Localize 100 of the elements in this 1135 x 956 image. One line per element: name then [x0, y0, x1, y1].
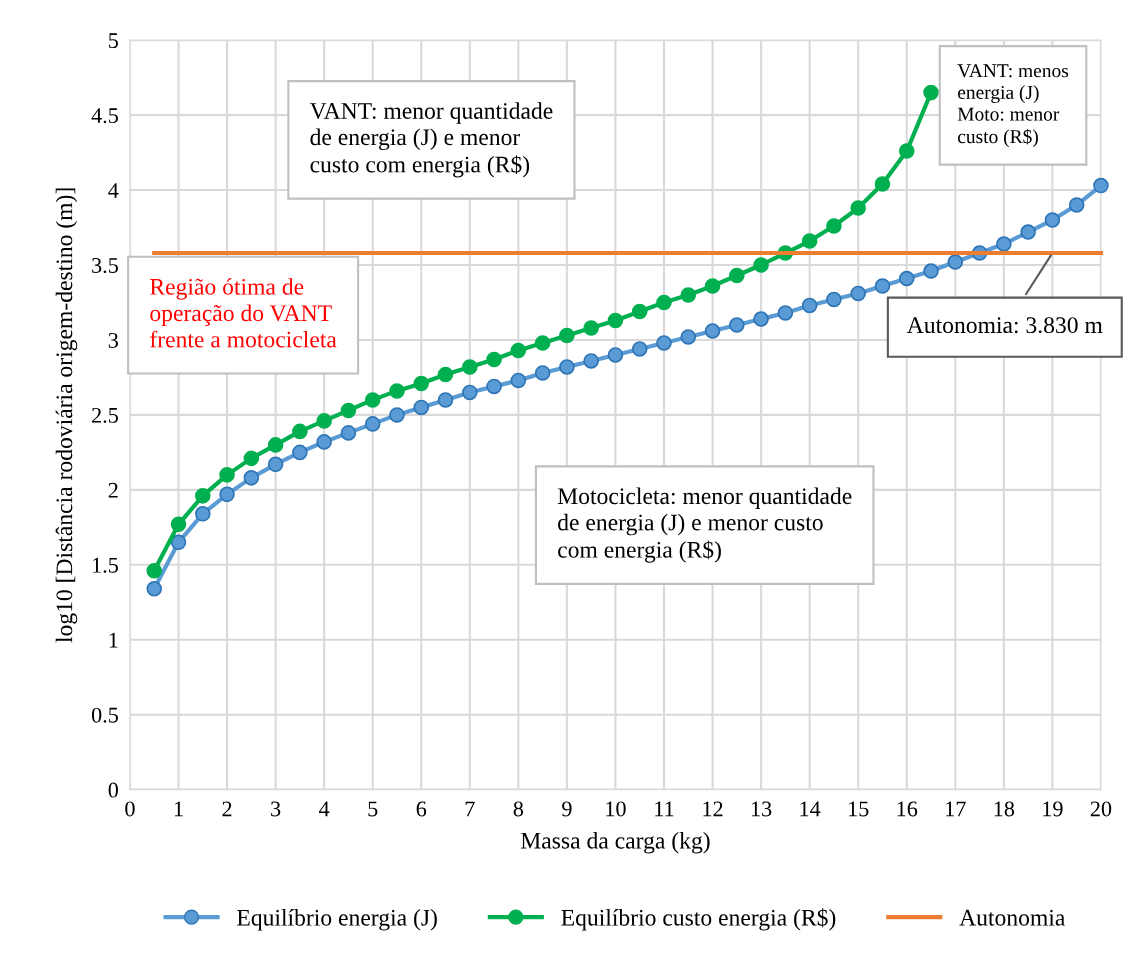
x-tick-label: 11 [655, 801, 674, 817]
annotation: Motocicleta: menor quantidade de energia (J) e menor custo com energia (R$) [557, 487, 852, 563]
point [801, 297, 818, 314]
point [292, 423, 308, 440]
point [729, 267, 745, 284]
point [680, 287, 697, 303]
x-tick-label: 17 [946, 801, 966, 817]
x-tick-label: 0 [125, 801, 135, 817]
point [753, 311, 769, 327]
point [462, 384, 478, 401]
x-tick-label: 9 [562, 801, 572, 817]
y-tick-label: 1.5 [93, 557, 118, 573]
point [923, 84, 939, 101]
x-tick-label: 19 [1043, 801, 1063, 817]
point [850, 285, 866, 302]
point [874, 176, 891, 192]
point [510, 342, 527, 359]
point [898, 143, 915, 159]
x-tick-label: 2 [222, 801, 232, 817]
x-tick-label: 15 [849, 801, 869, 817]
point [316, 413, 332, 429]
point [704, 323, 721, 339]
annotation: Região ótima de operação do VANT frente a motocicleta [150, 278, 337, 348]
point [389, 407, 405, 423]
point [146, 581, 163, 597]
point [364, 416, 381, 432]
point [753, 257, 769, 273]
y-tick-label: 3 [108, 332, 118, 348]
x-tick-label: 12 [703, 801, 723, 817]
y-tick-label: 2 [108, 482, 118, 498]
x-tick-label: 10 [606, 801, 626, 817]
annotation: VANT: menos energia (J) Moto: menor custo (R$) [957, 64, 1069, 148]
x-tick-label: 5 [368, 801, 378, 817]
point [777, 305, 794, 321]
point [534, 335, 551, 351]
point [316, 434, 332, 450]
point [826, 218, 842, 234]
point [656, 335, 672, 351]
y-tick-label: 4 [108, 183, 119, 198]
y-axis-title: log10 [Distância rodoviária origem-destino (m)] [55, 188, 78, 643]
x-tick-label: 4 [319, 801, 330, 817]
point [243, 450, 260, 467]
x-tick-label: 13 [751, 801, 772, 817]
point [340, 402, 357, 419]
point [704, 278, 721, 294]
point [219, 486, 235, 503]
x-tick-label: 18 [994, 801, 1015, 817]
x-tick-label: 6 [416, 801, 427, 817]
y-tick-label: 5 [109, 33, 118, 49]
point [219, 467, 235, 483]
point [1020, 224, 1036, 240]
point [607, 347, 624, 363]
point [583, 353, 599, 369]
point [195, 488, 211, 504]
point [146, 563, 163, 579]
point [801, 233, 818, 249]
x-tick-label: 16 [897, 801, 918, 817]
point [267, 437, 284, 453]
point [607, 312, 624, 329]
y-tick-label: 3.5 [92, 258, 118, 274]
point [898, 270, 915, 287]
point [656, 294, 672, 311]
y-tick-label: 0.5 [91, 707, 118, 723]
point [534, 365, 551, 381]
point [1068, 197, 1085, 213]
point [559, 359, 575, 375]
point [559, 327, 575, 344]
point [437, 366, 454, 383]
point [389, 383, 405, 399]
point [292, 444, 308, 461]
point [1093, 177, 1109, 194]
x-tick-label: 3 [271, 801, 281, 817]
point [1044, 212, 1061, 228]
point [631, 303, 648, 320]
point [170, 534, 187, 551]
x-tick-label: 14 [800, 801, 821, 817]
point [437, 392, 454, 408]
point [486, 378, 502, 395]
point [170, 516, 187, 533]
y-tick-label: 2.5 [92, 407, 118, 423]
y-tick-label: 0 [108, 782, 118, 798]
point [583, 320, 599, 336]
point [729, 317, 745, 333]
point [680, 329, 697, 345]
annotation: VANT: menor quantidade de energia (J) e menor custo com energia (R$) [309, 102, 553, 178]
point [996, 236, 1012, 252]
point [364, 392, 381, 408]
x-axis-title: Massa da carga (kg) [520, 832, 710, 854]
point [486, 351, 502, 368]
point [850, 200, 866, 216]
x-tick-label: 8 [513, 801, 524, 817]
point [923, 263, 939, 279]
annotation: Autonomia: 3.830 m [906, 317, 1103, 334]
point [826, 291, 842, 308]
point [413, 375, 430, 392]
point [340, 425, 357, 441]
y-tick-label: 4.5 [91, 108, 118, 124]
x-tick-label: 20 [1090, 801, 1112, 817]
legend-label: Equilíbrio custo energia (R$) [561, 908, 836, 931]
x-tick-label: 7 [465, 801, 475, 817]
